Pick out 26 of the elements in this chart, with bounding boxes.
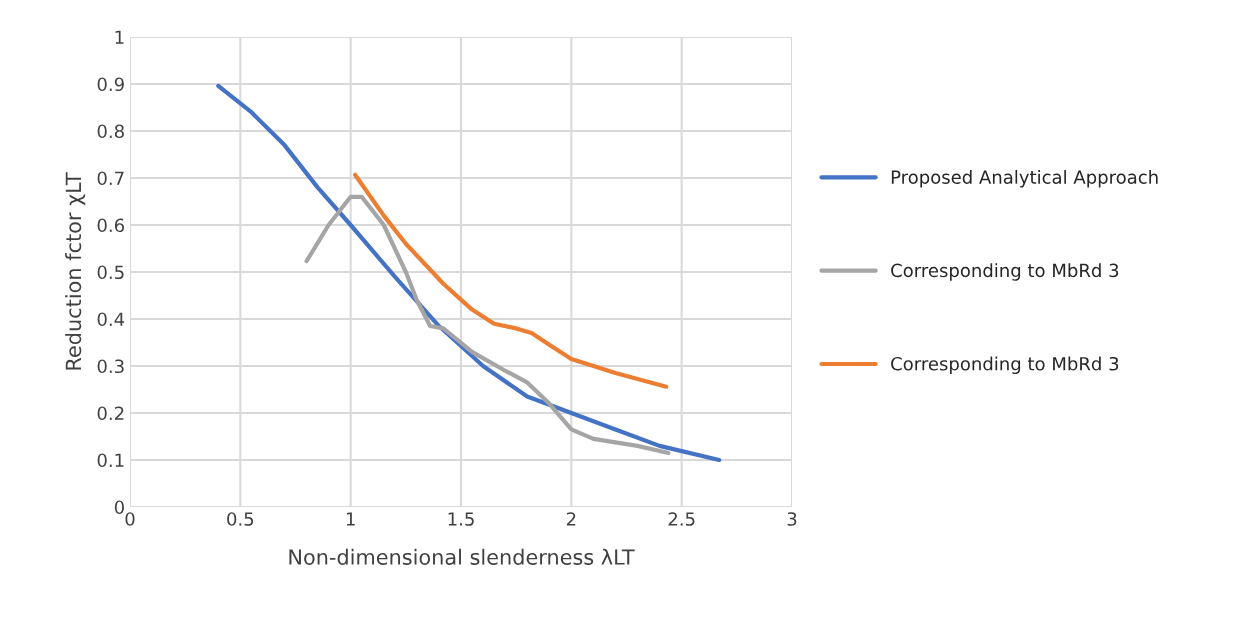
y-tick-label: 1 bbox=[115, 30, 124, 44]
y-tick-label: 0.5 bbox=[97, 265, 124, 280]
x-tick-label: 1 bbox=[346, 512, 355, 526]
y-tick-label: 0.8 bbox=[97, 124, 124, 139]
y-tick-label: 0.4 bbox=[97, 312, 125, 327]
line-series bbox=[352, 172, 669, 389]
line-series bbox=[216, 83, 722, 463]
x-axis-title: Non-dimensional slenderness λLT bbox=[289, 548, 635, 565]
x-tick-label: 3 bbox=[787, 512, 797, 526]
y-tick-label: 0.9 bbox=[97, 77, 124, 92]
y-tick-label: 0.6 bbox=[97, 218, 124, 233]
x-tick-label: 2.5 bbox=[668, 512, 695, 526]
y-tick-label: 0.3 bbox=[97, 359, 124, 374]
y-tick-label: 0 bbox=[114, 500, 124, 515]
legend-label: Corresponding to MbRd 3 bbox=[891, 263, 1119, 281]
x-tick-label: 1.5 bbox=[448, 512, 474, 526]
legend-label: Corresponding to MbRd 3 bbox=[891, 356, 1119, 375]
legend-label: Proposed Analytical Approach bbox=[891, 169, 1158, 188]
line-series bbox=[304, 194, 671, 456]
y-axis-title: Reduction fctor χLT bbox=[65, 172, 86, 370]
x-tick-label: 0.5 bbox=[227, 512, 254, 526]
x-tick-label: 0 bbox=[125, 512, 135, 526]
x-tick-label: 2 bbox=[566, 512, 576, 526]
y-tick-label: 0.2 bbox=[97, 406, 124, 421]
y-tick-label: 0.1 bbox=[97, 453, 124, 468]
y-tick-label: 0.7 bbox=[97, 171, 124, 186]
